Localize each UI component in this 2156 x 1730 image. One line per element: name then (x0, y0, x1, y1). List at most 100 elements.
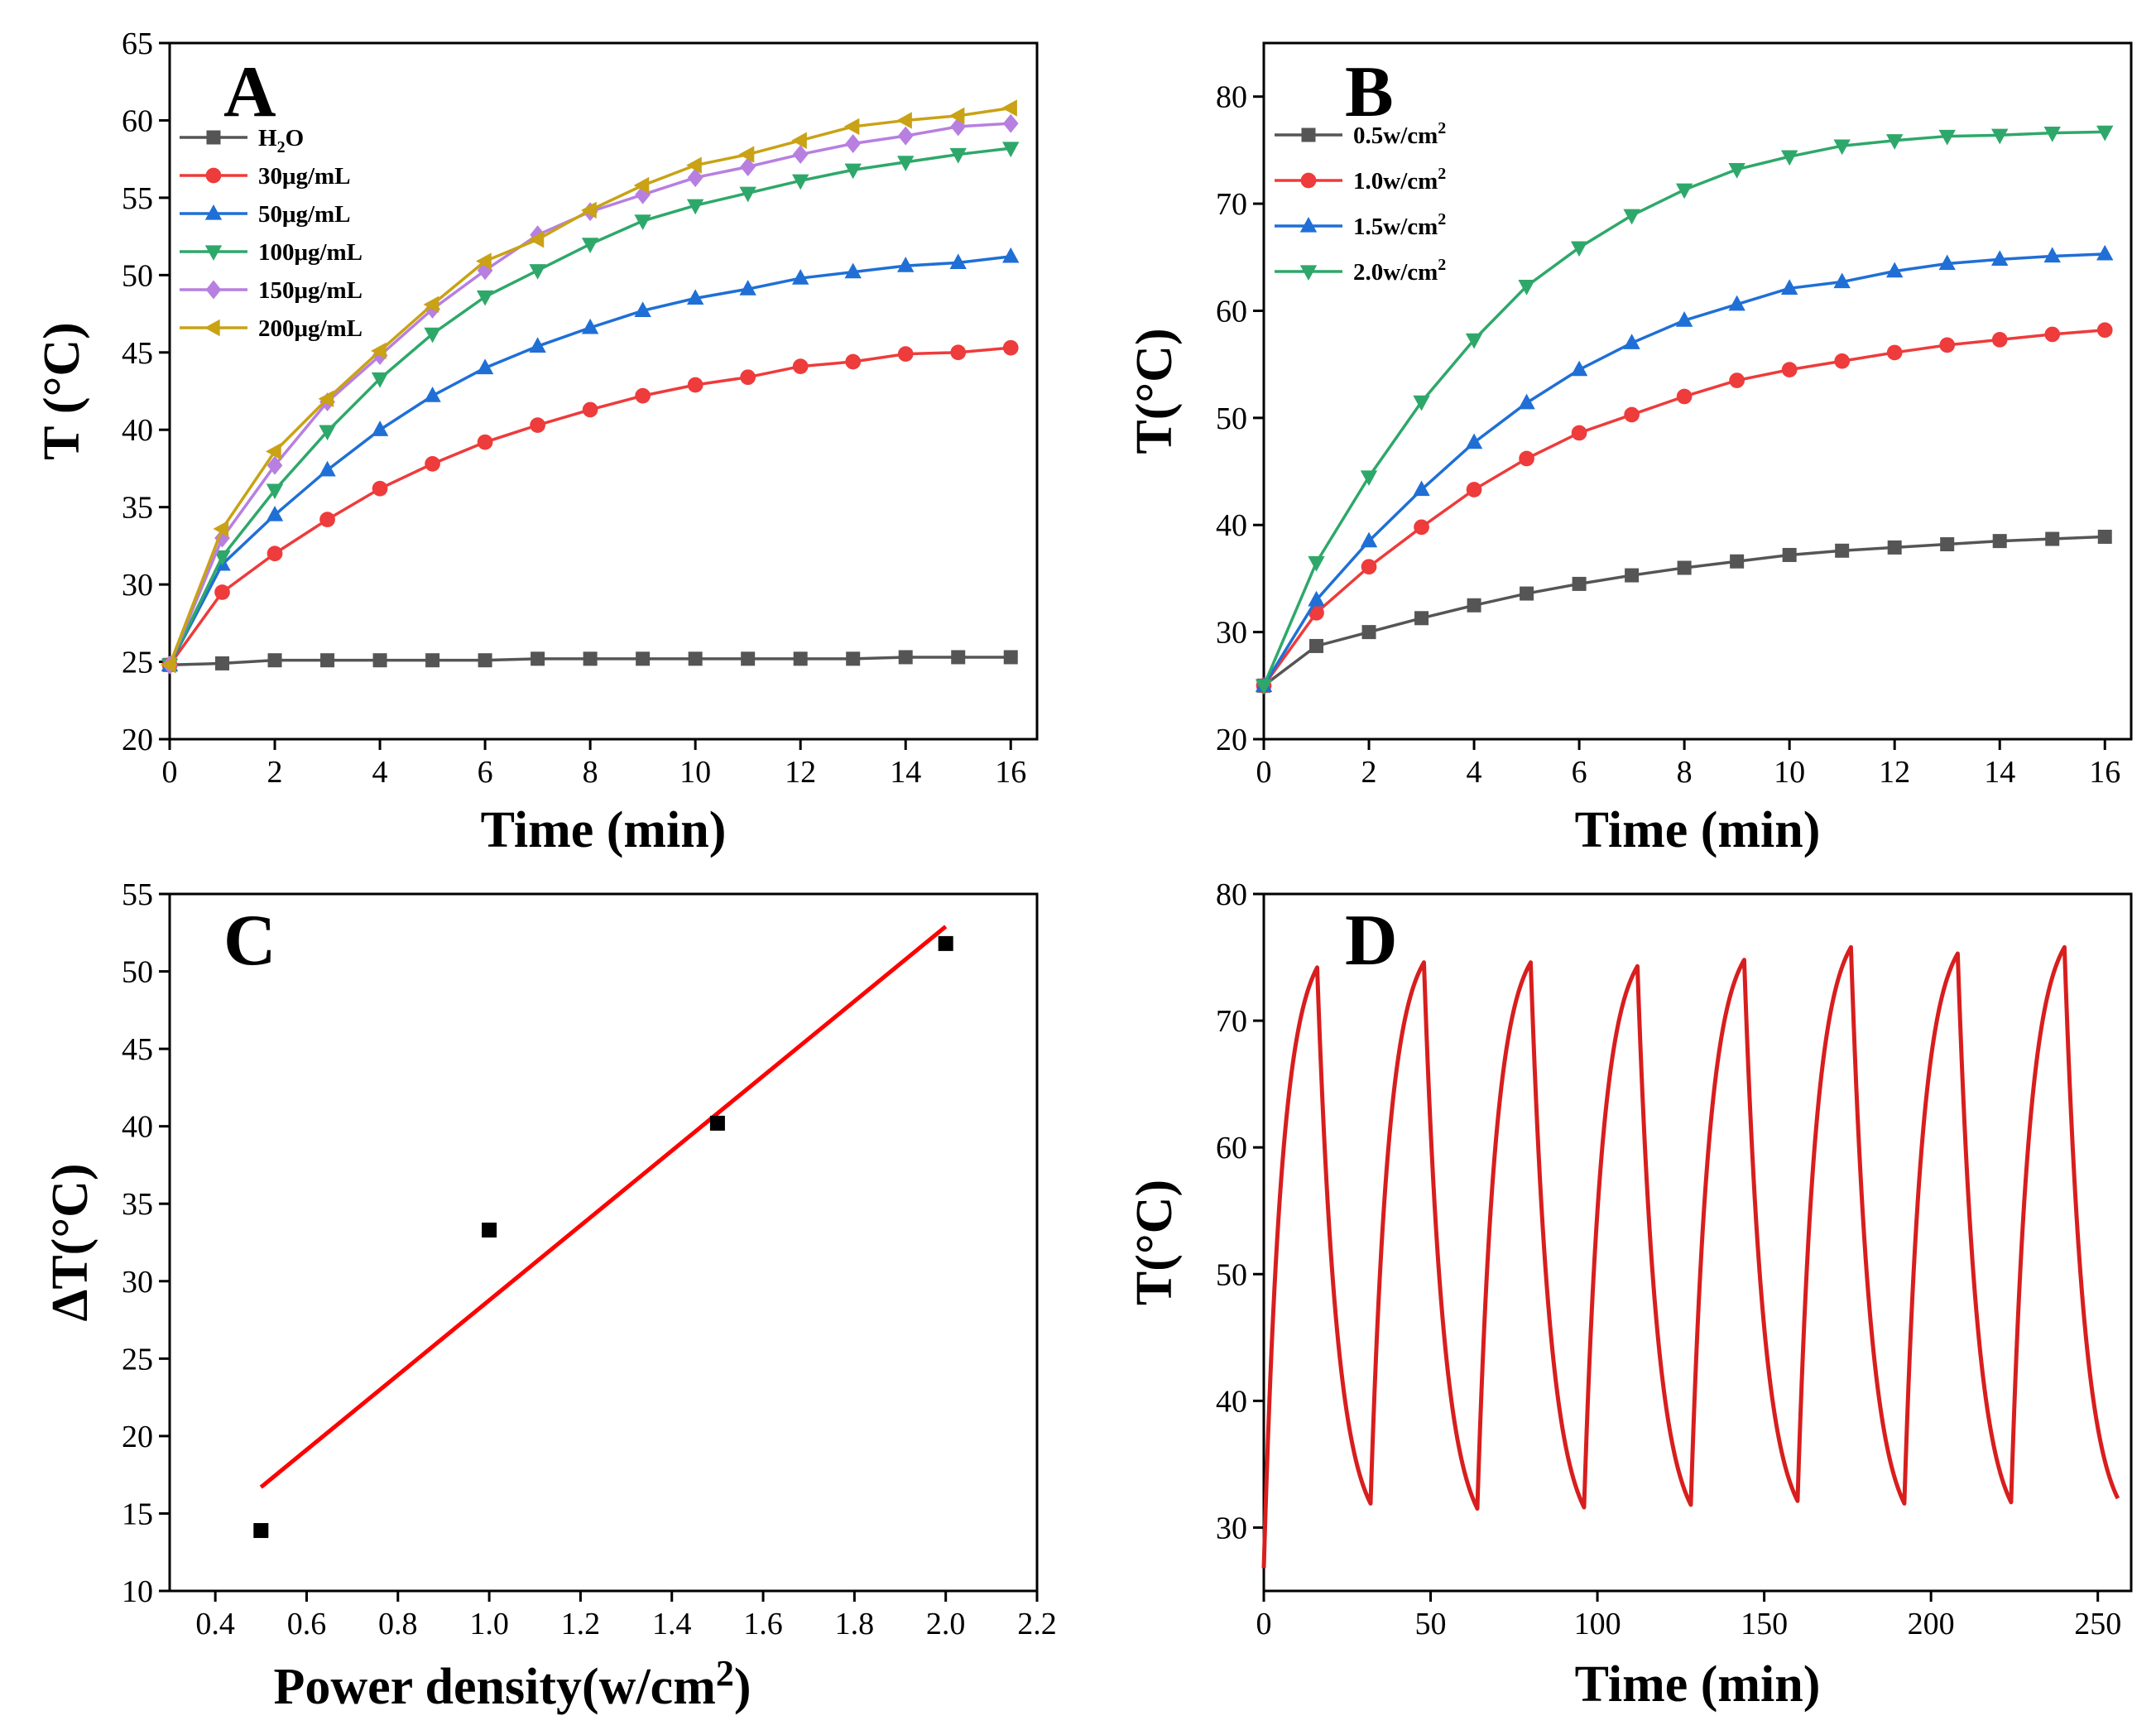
data-point-1-0w-cm (1519, 450, 1534, 467)
data-point-30-g-ml (214, 584, 230, 600)
data-point-30-g-ml (792, 358, 809, 374)
y-tick-label: 20 (122, 1420, 153, 1454)
data-point-50-g-ml (319, 460, 336, 477)
data-point-h-o (688, 651, 703, 666)
data-point-1-0w-cm (1781, 362, 1798, 377)
data-point-50-g-ml (791, 269, 809, 285)
y-tick-label: 55 (122, 877, 153, 912)
y-tick-label: 10 (122, 1574, 153, 1609)
data-point-50-g-ml (529, 337, 546, 353)
data-point (709, 1115, 725, 1131)
data-point-h-o (478, 653, 492, 668)
data-point-h-o (741, 651, 756, 666)
y-tick-label: 40 (1216, 508, 1247, 543)
data-point-200-g-ml (476, 252, 492, 270)
data-point-100-g-ml (214, 550, 231, 566)
data-point-2-0w-cm (1885, 134, 1904, 150)
data-point-30-g-ml (266, 545, 283, 562)
data-point-30-g-ml (582, 401, 598, 418)
x-tick-label: 10 (1774, 755, 1805, 790)
y-tick-label: 35 (122, 491, 153, 526)
data-point-h-o (320, 653, 335, 668)
data-point-50-g-ml (266, 505, 284, 521)
y-tick-label: 50 (1216, 1257, 1247, 1292)
data-point-200-g-ml (843, 118, 860, 136)
x-axis-title: Time (min) (1575, 1656, 1821, 1713)
data-point-150-g-ml (635, 185, 651, 204)
legend-label-1-0w-cm: 1.0w/cm2 (1353, 165, 1446, 195)
x-tick-label: 12 (785, 755, 816, 790)
y-tick-label: 25 (122, 646, 153, 680)
data-point-2-0w-cm (1938, 129, 1956, 146)
data-point-h-o (846, 651, 861, 666)
x-tick-label: 2 (267, 755, 283, 790)
y-tick-label: 25 (122, 1342, 153, 1377)
data-point-1-5w-cm (1413, 480, 1430, 497)
y-axis-title: ΔT(°C) (42, 1163, 98, 1321)
x-tick-label: 8 (583, 755, 598, 790)
data-point-200-g-ml (1001, 99, 1017, 117)
y-axis-title: T(°C) (1126, 1180, 1183, 1305)
y-tick-label: 60 (1216, 294, 1247, 329)
x-tick-label: 0.8 (378, 1607, 418, 1641)
data-point-200-g-ml (265, 443, 281, 460)
y-tick-label: 45 (122, 336, 153, 371)
legend-marker-100-g-ml (204, 245, 223, 262)
legend-label-2-0w-cm: 2.0w/cm2 (1353, 256, 1446, 286)
legend-marker-50-g-ml (204, 204, 223, 220)
y-tick-label: 70 (1216, 1004, 1247, 1039)
data-point-200-g-ml (318, 390, 334, 408)
legend-label-30-g-ml: 30μg/mL (258, 163, 351, 190)
x-tick-label: 1.2 (561, 1607, 601, 1641)
data-point-1-5w-cm (1623, 334, 1640, 349)
panel-label: B (1345, 52, 1394, 132)
data-point-150-g-ml (897, 126, 914, 146)
data-point-h-o (531, 651, 545, 666)
data-point-1-0w-cm (2096, 322, 2113, 339)
data-point-1-0w-cm (1676, 388, 1693, 405)
data-point-1-0w-cm (1834, 353, 1851, 369)
data-point-30-g-ml (1002, 339, 1019, 356)
data-point-2-0w-cm (1675, 183, 1693, 199)
data-point-h-o (951, 650, 966, 665)
data-point-100-g-ml (1002, 142, 1020, 158)
data-point-1-5w-cm (2096, 244, 2114, 261)
y-axis-title: T (°C) (34, 322, 90, 460)
data-point-200-g-ml (948, 107, 965, 125)
y-tick-label: 50 (122, 258, 153, 293)
data-point-50-g-ml (581, 318, 599, 334)
y-tick-label: 20 (122, 723, 153, 757)
data-point-30-g-ml (897, 346, 914, 362)
x-tick-label: 0 (1256, 1607, 1272, 1641)
data-point-100-g-ml (739, 186, 756, 203)
data-point-100-g-ml (949, 147, 967, 164)
legend-marker-1-0w-cm (1300, 172, 1317, 189)
x-tick-label: 6 (478, 755, 493, 790)
data-point-1-0w-cm (1466, 482, 1482, 497)
x-tick-label: 4 (1467, 755, 1482, 790)
x-tick-label: 0.4 (195, 1607, 235, 1641)
data-point-2-0w-cm (1991, 128, 2009, 145)
data-point-1-5w-cm (2043, 247, 2061, 263)
y-tick-label: 40 (122, 1110, 153, 1145)
x-tick-label: 1.4 (652, 1607, 692, 1641)
y-tick-label: 30 (1216, 1511, 1247, 1545)
data-point-0-5w-cm (1625, 568, 1640, 583)
legend-label-h-o: H2O (258, 125, 304, 156)
data-point-1-5w-cm (1728, 295, 1745, 311)
data-point-0-5w-cm (1467, 598, 1481, 613)
data-point-0-5w-cm (1730, 554, 1745, 569)
data-point-0-5w-cm (1940, 537, 1955, 552)
legend-label-0-5w-cm: 0.5w/cm2 (1353, 119, 1446, 149)
data-point-0-5w-cm (1572, 576, 1587, 591)
x-tick-label: 0.6 (287, 1607, 327, 1641)
data-point-100-g-ml (686, 199, 704, 215)
data-point-1-0w-cm (1939, 337, 1956, 353)
data-point-0-5w-cm (1782, 547, 1797, 562)
y-tick-label: 55 (122, 181, 153, 216)
data-point-30-g-ml (635, 387, 651, 404)
x-tick-label: 4 (372, 755, 388, 790)
data-point-1-5w-cm (1518, 393, 1535, 410)
legend-marker-1-5w-cm (1299, 216, 1318, 233)
data-point-50-g-ml (476, 358, 494, 375)
